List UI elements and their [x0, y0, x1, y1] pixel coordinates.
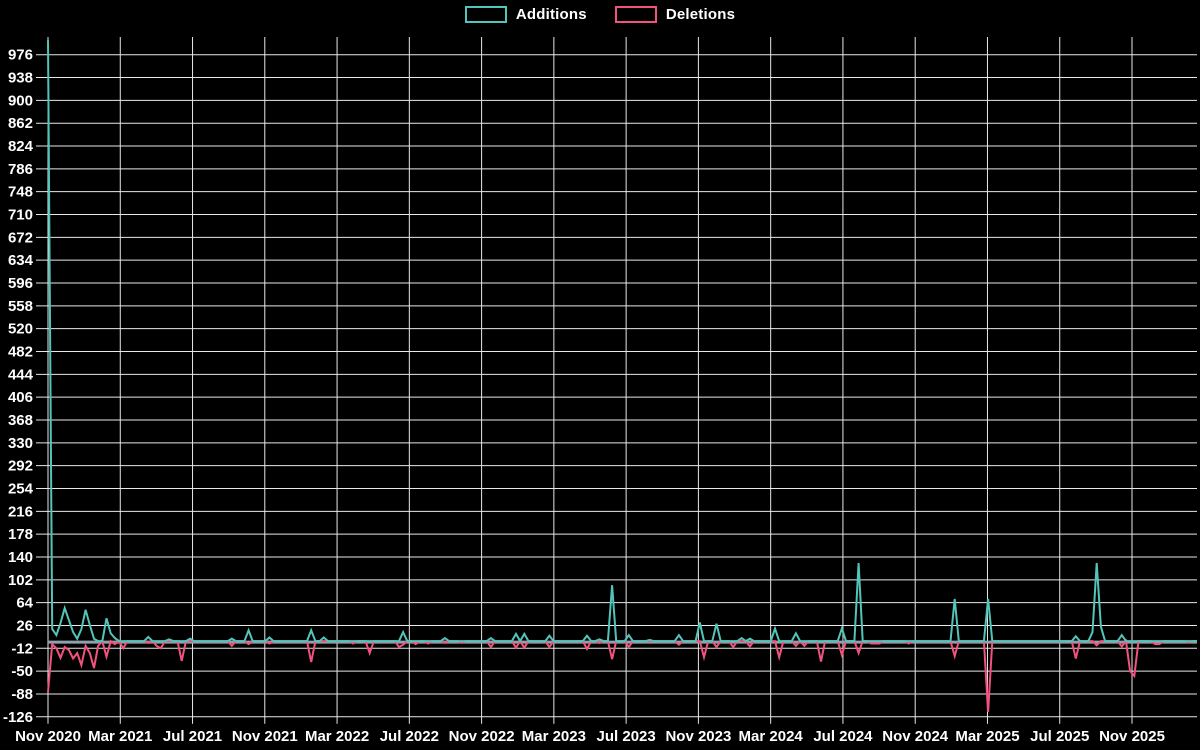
legend-label-additions: Additions [515, 6, 587, 23]
y-tick-label: 216 [8, 503, 33, 520]
y-tick-label: 64 [16, 595, 33, 612]
y-tick-label: 520 [8, 321, 33, 338]
y-tick-label: 596 [8, 275, 33, 292]
legend-item-additions[interactable]: Additions [464, 6, 587, 23]
additions-swatch-icon [464, 6, 507, 23]
y-tick-label: 444 [8, 366, 34, 383]
x-axis-labels: Nov 2020 Mar 2021 Jul 2021 Nov 2021 Mar 2022… [15, 728, 1165, 745]
y-tick-label: 710 [8, 207, 33, 224]
x-tick-label: Jul 2024 [813, 728, 873, 745]
vertical-gridlines [47, 37, 1133, 724]
y-tick-label: 672 [8, 229, 33, 246]
x-tick-label: Mar 2025 [955, 728, 1019, 745]
y-tick-label: 406 [8, 389, 33, 406]
y-tick-label: 862 [8, 115, 33, 132]
x-tick-label: Jul 2025 [1030, 728, 1089, 745]
y-tick-label: -12 [11, 640, 33, 657]
y-tick-label: 26 [16, 617, 33, 634]
y-tick-label: 482 [8, 344, 33, 361]
x-tick-label: Jul 2023 [597, 728, 656, 745]
y-tick-label: -88 [11, 686, 33, 703]
x-tick-label: Jul 2021 [163, 728, 222, 745]
x-tick-label: Jul 2022 [380, 728, 439, 745]
deletions-line [47, 638, 1197, 713]
x-tick-label: Nov 2020 [15, 728, 81, 745]
y-tick-label: 292 [8, 458, 33, 475]
y-tick-label: 938 [8, 70, 33, 87]
y-tick-label: 900 [8, 92, 33, 109]
y-tick-label: 824 [8, 138, 34, 155]
y-axis-labels: 976 938 900 862 824 786 748 710 672 634 596 558 520 4… [3, 47, 34, 726]
x-tick-label: Mar 2023 [522, 728, 586, 745]
y-tick-label: 254 [8, 480, 34, 497]
x-tick-label: Mar 2022 [305, 728, 369, 745]
x-tick-label: Nov 2025 [1099, 728, 1165, 745]
y-tick-label: 786 [8, 161, 33, 178]
y-tick-label: -126 [3, 709, 33, 726]
x-tick-label: Nov 2022 [449, 728, 515, 745]
horizontal-gridlines [36, 54, 1197, 718]
chart-legend: Additions Deletions [0, 6, 1200, 23]
y-tick-label: 976 [8, 47, 33, 64]
legend-label-deletions: Deletions [665, 6, 736, 23]
y-tick-label: -50 [11, 663, 33, 680]
x-tick-label: Mar 2024 [739, 728, 804, 745]
x-tick-label: Nov 2024 [882, 728, 949, 745]
x-tick-label: Nov 2023 [665, 728, 731, 745]
y-tick-label: 140 [8, 549, 33, 566]
y-tick-label: 368 [8, 412, 33, 429]
y-tick-label: 330 [8, 435, 33, 452]
x-tick-label: Mar 2021 [88, 728, 152, 745]
y-tick-label: 558 [8, 298, 33, 315]
y-tick-label: 748 [8, 184, 33, 201]
y-tick-label: 102 [8, 572, 33, 589]
legend-item-deletions[interactable]: Deletions [614, 6, 736, 23]
y-tick-label: 634 [8, 252, 34, 269]
additions-line [47, 40, 1197, 644]
deletions-swatch-icon [614, 6, 657, 23]
x-tick-label: Nov 2021 [232, 728, 298, 745]
y-tick-label: 178 [8, 526, 33, 543]
